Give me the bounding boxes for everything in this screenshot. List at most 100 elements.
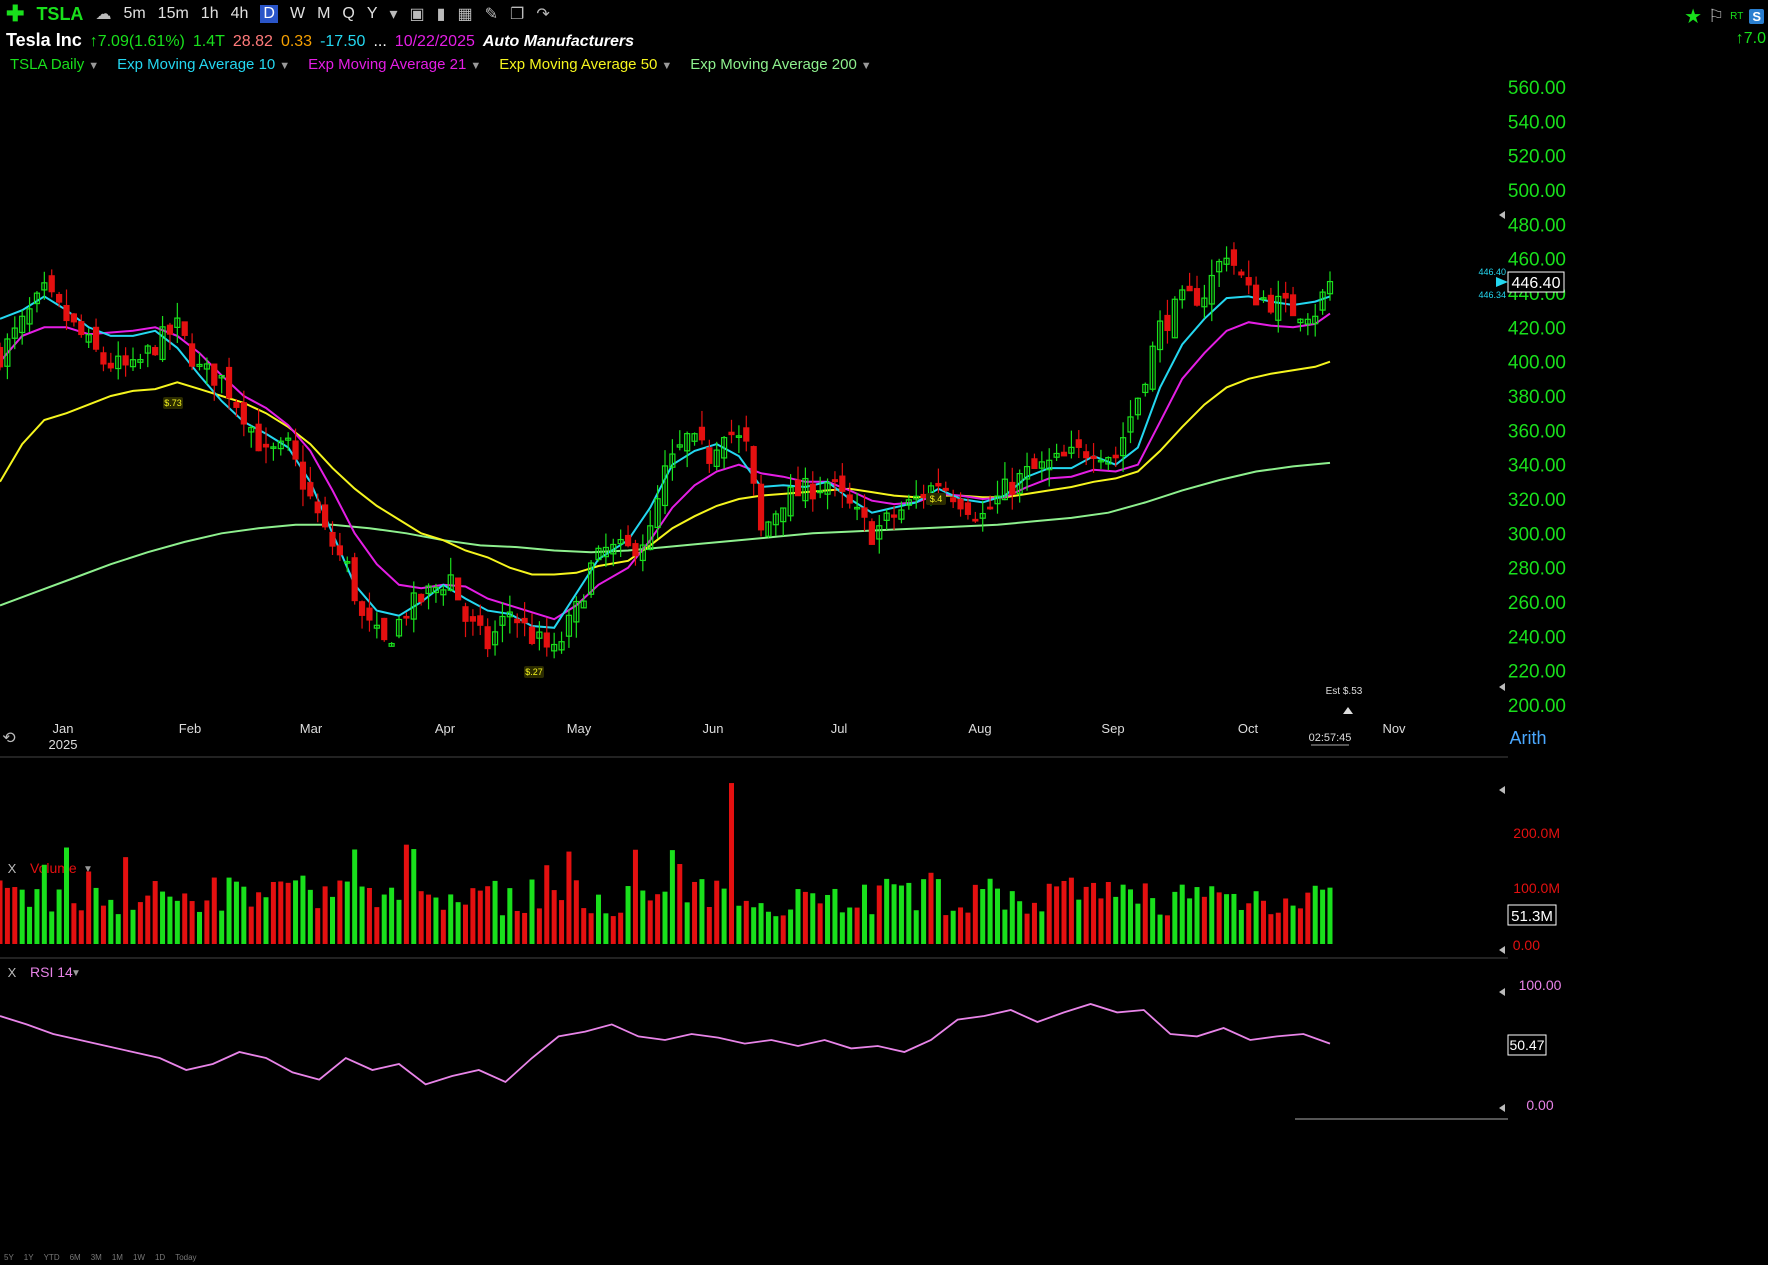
volume-bar	[1002, 909, 1008, 944]
candle-body	[868, 521, 875, 545]
candle-body	[1075, 439, 1082, 448]
volume-bar	[470, 888, 476, 944]
range-6m[interactable]: 6M	[69, 1253, 81, 1262]
chevron-down-icon[interactable]: ▼	[88, 60, 100, 72]
timeframe-w[interactable]: W	[289, 5, 306, 22]
range-buttons: 5Y 1Y YTD 6M 3M 1M 1W 1D Today	[4, 1253, 197, 1262]
candle-body	[964, 502, 972, 515]
volume-bar	[1320, 889, 1326, 944]
candle-body	[1230, 249, 1238, 266]
volume-bar	[270, 881, 276, 944]
more-ellipsis[interactable]: ...	[373, 33, 387, 50]
timeframe-4h[interactable]: 4h	[230, 5, 249, 22]
candle-body	[122, 355, 129, 366]
candle-body	[1326, 280, 1334, 295]
candle-body	[735, 435, 742, 438]
pencil-icon[interactable]: ✎	[484, 6, 499, 23]
volume-bar	[426, 894, 432, 944]
volume-bar	[536, 908, 542, 944]
candle-body	[418, 593, 425, 603]
industry[interactable]: Auto Manufacturers	[482, 33, 634, 50]
timeframe-m[interactable]: M	[317, 5, 331, 22]
timeframe-1h[interactable]: 1h	[200, 5, 219, 22]
volume-bar	[315, 908, 321, 944]
layers-icon[interactable]: ❐	[510, 6, 525, 23]
y-tick-label: 480.00	[1508, 215, 1566, 236]
range-5y[interactable]: 5Y	[4, 1253, 14, 1262]
candle-body	[632, 543, 639, 557]
flag-icon[interactable]: ⚐	[1708, 6, 1725, 26]
range-3m[interactable]: 3M	[90, 1253, 102, 1262]
volume-bar	[12, 887, 18, 944]
add-icon[interactable]: ✚	[6, 1, 25, 26]
volume-bar	[625, 886, 631, 944]
calculator-icon[interactable]: ▦	[457, 6, 473, 23]
timeframe-d[interactable]: D	[260, 5, 278, 23]
candle-body	[624, 534, 632, 547]
volume-bar	[1128, 889, 1133, 944]
chevron-down-icon[interactable]: ▼	[470, 60, 482, 72]
candle-body	[654, 498, 661, 529]
tv-icon[interactable]: ▣	[409, 6, 425, 23]
study-ema10[interactable]: Exp Moving Average 10 ▼	[117, 56, 290, 73]
chevron-down-icon[interactable]: ▼	[860, 60, 872, 72]
star-icon[interactable]: ★	[1684, 6, 1703, 28]
bars-icon[interactable]: ▮	[436, 6, 446, 23]
study-ema50[interactable]: Exp Moving Average 50 ▼	[499, 56, 672, 73]
market-cap: 1.4T	[192, 33, 225, 50]
volume-bar	[884, 878, 890, 944]
volume-bar	[256, 892, 262, 944]
candle-body	[1245, 277, 1252, 286]
volume-bar	[1231, 893, 1237, 944]
candle-body	[1297, 318, 1304, 324]
timeframe-15m[interactable]: 15m	[157, 5, 189, 22]
chevron-down-icon[interactable]: ▾	[389, 6, 398, 23]
volume-value-box	[1507, 904, 1557, 926]
candle-body	[336, 545, 343, 556]
quote-bar: Tesla Inc ↑7.09(1.61%) 1.4T 28.82 0.33 -…	[6, 30, 634, 54]
volume-bar	[566, 851, 572, 944]
candle-body	[831, 479, 839, 483]
timeframe-5m[interactable]: 5m	[123, 5, 146, 22]
range-1y[interactable]: 1Y	[23, 1253, 34, 1262]
candle-body	[876, 525, 883, 540]
range-today[interactable]: Today	[175, 1253, 197, 1262]
current-price-label: 446.40	[1512, 275, 1561, 292]
chevron-down-icon[interactable]: ▼	[279, 60, 291, 72]
volume-bar	[381, 894, 387, 944]
volume-bar	[167, 896, 173, 944]
earnings-badge	[524, 666, 544, 678]
study-tsla-daily[interactable]: TSLA Daily ▼	[10, 56, 99, 73]
volume-bar	[965, 912, 971, 944]
s-badge[interactable]: S	[1749, 9, 1764, 24]
volume-bar	[603, 913, 609, 944]
range-1d[interactable]: 1D	[154, 1253, 166, 1262]
candle-body	[56, 293, 63, 303]
share-icon[interactable]: ↷	[536, 6, 550, 23]
volume-bar	[403, 844, 409, 944]
timeframe-y[interactable]: Y	[366, 5, 378, 22]
candle-body	[469, 616, 476, 622]
range-1w[interactable]: 1W	[132, 1253, 145, 1262]
volume-bar	[810, 893, 816, 944]
volume-tick-label: 0.00	[1513, 937, 1540, 953]
study-ema200[interactable]: Exp Moving Average 200 ▼	[690, 56, 871, 73]
range-ytd[interactable]: YTD	[43, 1253, 60, 1262]
study-ema21[interactable]: Exp Moving Average 21 ▼	[308, 56, 481, 73]
timeframe-q[interactable]: Q	[342, 5, 355, 22]
range-1m[interactable]: 1M	[111, 1253, 123, 1262]
chart-type-icon[interactable]: ☁	[95, 6, 112, 23]
change-value: ↑7.09(1.61%)	[90, 33, 185, 51]
candle-body	[329, 531, 336, 547]
candle-body	[0, 346, 4, 368]
candle-body	[410, 592, 417, 620]
chevron-down-icon[interactable]: ▼	[661, 60, 673, 72]
y-tick-label: 540.00	[1508, 112, 1566, 133]
volume-bar	[64, 847, 69, 944]
candle-body	[987, 506, 994, 510]
candle-body	[802, 477, 809, 502]
candle-body	[181, 321, 188, 336]
volume-bar	[463, 904, 468, 944]
symbol-label[interactable]: TSLA	[36, 3, 84, 24]
